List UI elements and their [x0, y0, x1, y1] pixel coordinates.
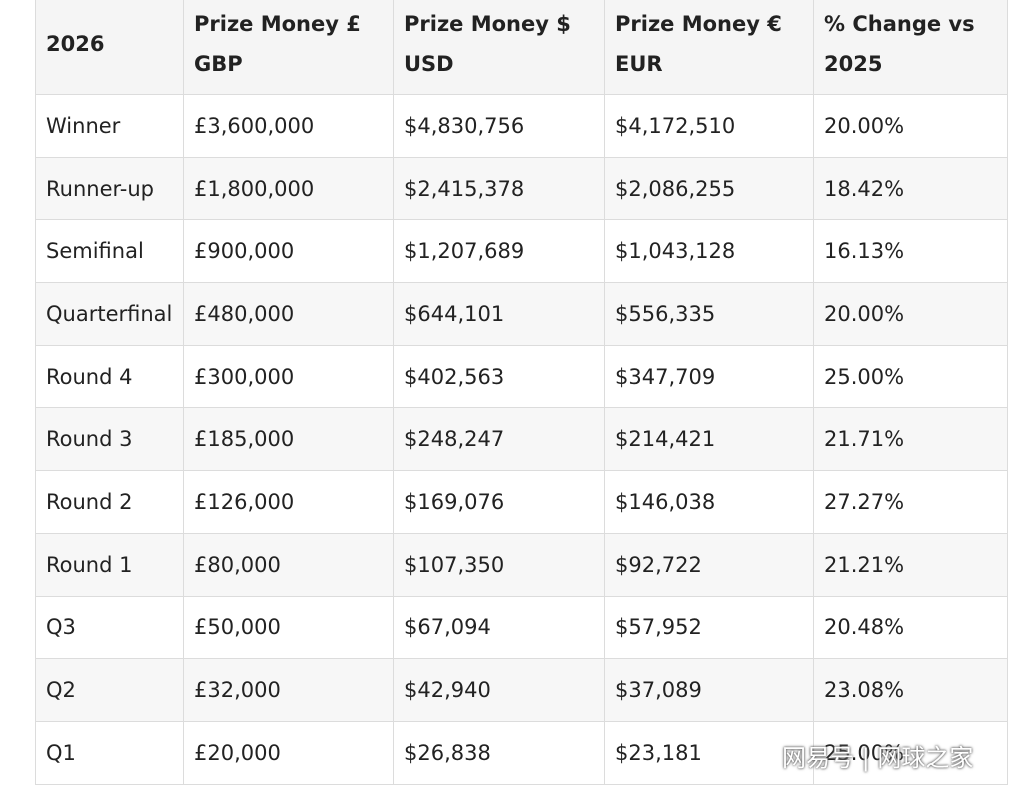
table-cell: £900,000 [183, 219, 394, 284]
table-cell: £480,000 [183, 282, 394, 346]
table-row: Round 1 £80,000 $107,350 $92,722 21.21% [35, 532, 1008, 597]
table-cell: £80,000 [183, 532, 394, 597]
table-cell: $146,038 [604, 470, 814, 534]
table-row: Quarterfinal £480,000 $644,101 $556,335 20.0… [35, 282, 1008, 346]
table-row: Round 3 £185,000 $248,247 $214,421 21.71% [35, 407, 1008, 472]
table-cell: Semifinal [35, 219, 184, 284]
table-cell: £50,000 [183, 595, 394, 660]
table-cell: Quarterfinal [35, 282, 184, 346]
table-cell: £185,000 [183, 407, 394, 472]
table-cell: $248,247 [393, 407, 605, 472]
table-cell: 20.00% [813, 282, 1008, 346]
table-cell: Q2 [35, 658, 184, 722]
table-row: Round 2 £126,000 $169,076 $146,038 27.27% [35, 470, 1008, 534]
table-cell: £1,800,000 [183, 156, 394, 221]
table-cell: $37,089 [604, 658, 814, 722]
table-row: Round 4 £300,000 $402,563 $347,709 25.00% [35, 344, 1008, 409]
header-cell: 2026 [35, 0, 184, 95]
table-cell: $169,076 [393, 470, 605, 534]
table-cell: 23.08% [813, 658, 1008, 722]
watermark: 网易号 | 网球之家 [782, 744, 974, 772]
table-cell: Q1 [35, 720, 184, 785]
table-cell: Round 4 [35, 344, 184, 409]
table-cell: 18.42% [813, 156, 1008, 221]
table-cell: Runner-up [35, 156, 184, 221]
table-cell: $92,722 [604, 532, 814, 597]
table-body: Winner £3,600,000 $4,830,756 $4,172,510 20.0… [35, 94, 1008, 785]
table-cell: $26,838 [393, 720, 605, 785]
table-row: Runner-up £1,800,000 $2,415,378 $2,086,255 1… [35, 156, 1008, 221]
table-cell: $1,207,689 [393, 219, 605, 284]
table-cell: 25.00% [813, 344, 1008, 409]
header-cell: Prize Money $ USD [393, 0, 605, 95]
table-cell: $4,172,510 [604, 94, 814, 158]
table-cell: $347,709 [604, 344, 814, 409]
table-cell: $57,952 [604, 595, 814, 660]
table-cell: 16.13% [813, 219, 1008, 284]
table-cell: $67,094 [393, 595, 605, 660]
table-cell: 21.21% [813, 532, 1008, 597]
table-cell: $2,415,378 [393, 156, 605, 221]
table-cell: 21.71% [813, 407, 1008, 472]
table-cell: $214,421 [604, 407, 814, 472]
table-cell: $644,101 [393, 282, 605, 346]
table-cell: $2,086,255 [604, 156, 814, 221]
table-cell: $402,563 [393, 344, 605, 409]
table-row: Winner £3,600,000 $4,830,756 $4,172,510 20.0… [35, 94, 1008, 158]
table-cell: 20.48% [813, 595, 1008, 660]
table-cell: £126,000 [183, 470, 394, 534]
table-cell: Round 1 [35, 532, 184, 597]
table-cell: £300,000 [183, 344, 394, 409]
table-row: Q2 £32,000 $42,940 $37,089 23.08% [35, 658, 1008, 722]
header-cell: Prize Money € EUR [604, 0, 814, 95]
table-cell: $42,940 [393, 658, 605, 722]
table-cell: Winner [35, 94, 184, 158]
table-cell: 27.27% [813, 470, 1008, 534]
table-cell: Q3 [35, 595, 184, 660]
table-row: Semifinal £900,000 $1,207,689 $1,043,128 16.… [35, 219, 1008, 284]
table-cell: 20.00% [813, 94, 1008, 158]
table-header: 2026 Prize Money £ GBP Prize Money $ USD Pr… [35, 0, 1008, 95]
header-cell: % Change vs 2025 [813, 0, 1008, 95]
table-cell: £20,000 [183, 720, 394, 785]
header-row: 2026 Prize Money £ GBP Prize Money $ USD Pr… [35, 0, 1008, 95]
table-row: Q3 £50,000 $67,094 $57,952 20.48% [35, 595, 1008, 660]
table-cell: $107,350 [393, 532, 605, 597]
table-cell: $4,830,756 [393, 94, 605, 158]
table-cell: £3,600,000 [183, 94, 394, 158]
prize-table: 2026 Prize Money £ GBP Prize Money $ USD Pr… [35, 0, 1008, 785]
table-cell: $556,335 [604, 282, 814, 346]
table-cell: Round 2 [35, 470, 184, 534]
table-cell: Round 3 [35, 407, 184, 472]
table-cell: £32,000 [183, 658, 394, 722]
table-cell: $1,043,128 [604, 219, 814, 284]
header-cell: Prize Money £ GBP [183, 0, 394, 95]
